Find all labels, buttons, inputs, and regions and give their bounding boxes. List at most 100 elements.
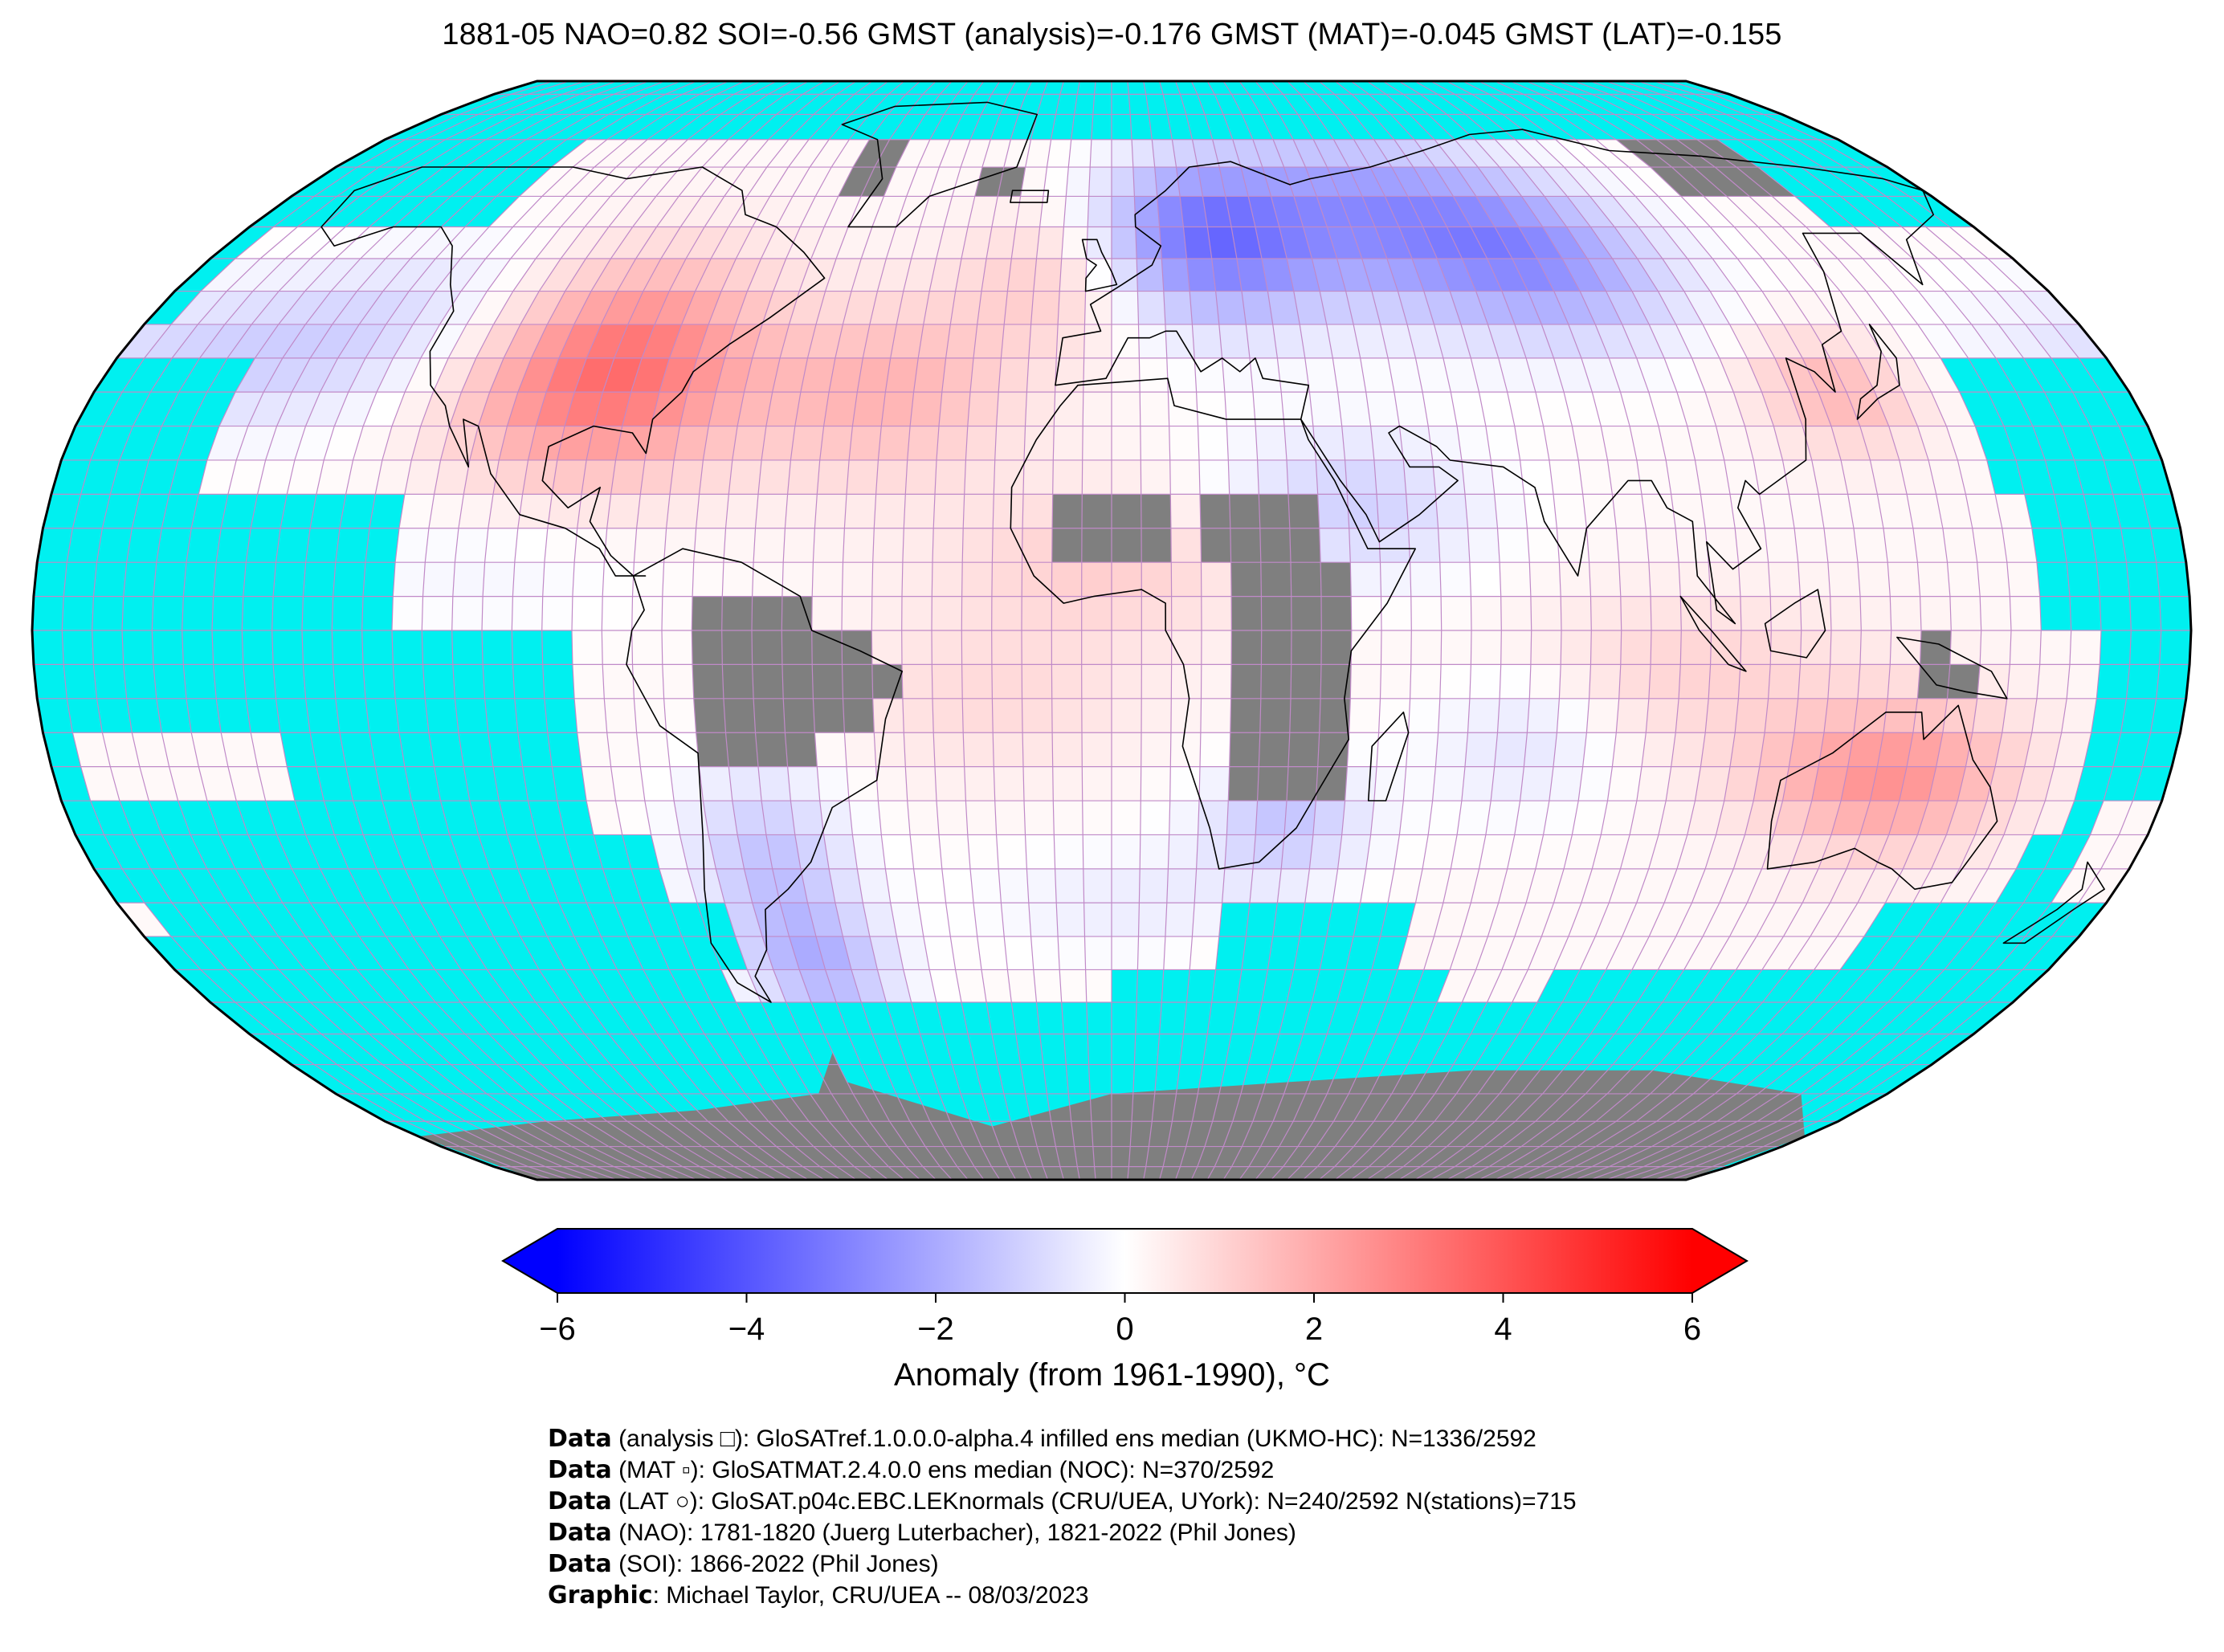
anomaly-cell <box>1293 291 1327 324</box>
anomaly-cell <box>1450 291 1488 324</box>
anomaly-cell <box>257 766 295 801</box>
anomaly-cell <box>252 259 311 292</box>
anomaly-cell <box>1564 834 1602 869</box>
anomaly-cell <box>761 226 801 259</box>
anomaly-cell <box>1194 868 1225 904</box>
anomaly-cell <box>831 139 870 167</box>
anomaly-cell <box>1788 291 1838 324</box>
anomaly-cell <box>1277 357 1310 393</box>
anomaly-cell <box>574 357 614 393</box>
masked-cell <box>874 139 910 167</box>
anomaly-cell <box>1726 196 1782 227</box>
anomaly-cell <box>1112 766 1141 801</box>
anomaly-cell <box>1885 868 1932 904</box>
anomaly-cell <box>565 167 616 197</box>
anomaly-cell <box>902 562 932 597</box>
masked-cell <box>1947 664 1981 699</box>
anomaly-cell <box>247 392 292 426</box>
anomaly-cell <box>1011 226 1040 259</box>
anomaly-cell <box>1083 834 1112 869</box>
anomaly-cell <box>1507 392 1544 426</box>
anomaly-cell <box>823 392 858 426</box>
anomaly-cell <box>221 732 258 767</box>
anomaly-cell <box>348 357 394 393</box>
anomaly-cell <box>1141 766 1171 801</box>
anomaly-cell <box>1972 528 2007 563</box>
anomaly-cell <box>631 630 663 665</box>
anomaly-cell <box>1141 732 1171 767</box>
anomaly-cell <box>744 357 781 393</box>
anomaly-cell <box>278 291 331 324</box>
anomaly-cell <box>1055 868 1084 904</box>
anomaly-cell <box>1365 392 1400 426</box>
anomaly-cell <box>902 698 934 733</box>
anomaly-cell <box>724 167 767 197</box>
anomaly-cell <box>817 460 850 495</box>
colorbar-tick-label: 2 <box>1305 1311 1323 1347</box>
anomaly-cell <box>977 291 1008 324</box>
anomaly-cell <box>1607 460 1642 495</box>
anomaly-cell <box>636 494 670 528</box>
anomaly-cell <box>1949 596 1981 630</box>
anomaly-cell <box>1642 494 1676 528</box>
anomaly-cell <box>310 226 369 259</box>
anomaly-cell <box>1398 226 1438 259</box>
colorbar-gradient <box>557 1229 1692 1293</box>
anomaly-cell <box>171 291 227 324</box>
anomaly-cell <box>428 494 464 528</box>
anomaly-cell <box>824 196 861 227</box>
anomaly-cell <box>2010 596 2042 630</box>
anomaly-cell <box>1052 766 1083 801</box>
anomaly-cell <box>332 291 383 324</box>
anomaly-cell <box>1467 528 1500 563</box>
anomaly-cell <box>1499 196 1543 227</box>
masked-cell <box>1321 596 1352 630</box>
anomaly-cell <box>813 528 845 563</box>
anomaly-cell <box>1975 801 2017 835</box>
anomaly-cell <box>1521 196 1567 227</box>
coastline-north-america <box>320 166 826 577</box>
anomaly-cell <box>1683 936 1730 970</box>
anomaly-cell <box>1112 834 1141 869</box>
anomaly-cell <box>1903 834 1947 869</box>
anomaly-cell <box>519 167 573 197</box>
anomaly-cell <box>304 259 361 292</box>
anomaly-cell <box>1253 392 1284 426</box>
masked-cell <box>1287 766 1318 801</box>
anomaly-cell <box>945 324 977 358</box>
anomaly-cell <box>732 426 766 460</box>
anomaly-cell <box>1112 630 1142 665</box>
anomaly-cell <box>640 460 675 495</box>
anomaly-cell <box>904 732 935 767</box>
anomaly-cell <box>1349 528 1381 563</box>
colorbar-label: Anomaly (from 1961-1990), °C <box>894 1357 1330 1393</box>
anomaly-cell <box>1520 766 1553 801</box>
anomaly-cell <box>1353 139 1392 167</box>
anomaly-cell <box>1500 562 1531 597</box>
anomaly-cell <box>950 291 981 324</box>
anomaly-cell <box>1001 324 1031 358</box>
anomaly-cell <box>812 562 843 597</box>
anomaly-cell <box>1435 494 1468 528</box>
anomaly-cell <box>191 732 228 767</box>
anomaly-cell <box>1646 528 1679 563</box>
masked-cell <box>1259 494 1290 528</box>
anomaly-cell <box>1058 291 1086 324</box>
anomaly-cell <box>905 766 937 801</box>
anomaly-cell <box>1030 936 1060 970</box>
anomaly-cell <box>1636 460 1671 495</box>
anomaly-cell <box>1512 259 1554 292</box>
anomaly-cell <box>1084 936 1112 970</box>
anomaly-cell <box>1140 834 1169 869</box>
anomaly-cell <box>1773 426 1812 460</box>
anomaly-cell <box>1925 226 1989 259</box>
anomaly-cell <box>965 426 997 460</box>
anomaly-cell <box>905 460 937 495</box>
anomaly-cell <box>1589 664 1621 699</box>
anomaly-cell <box>425 528 459 563</box>
anomaly-cell <box>484 528 518 563</box>
anomaly-cell <box>913 357 946 393</box>
anomaly-cell <box>1658 291 1704 324</box>
anomaly-cell <box>1749 196 1806 227</box>
anomaly-cell <box>1051 562 1082 597</box>
